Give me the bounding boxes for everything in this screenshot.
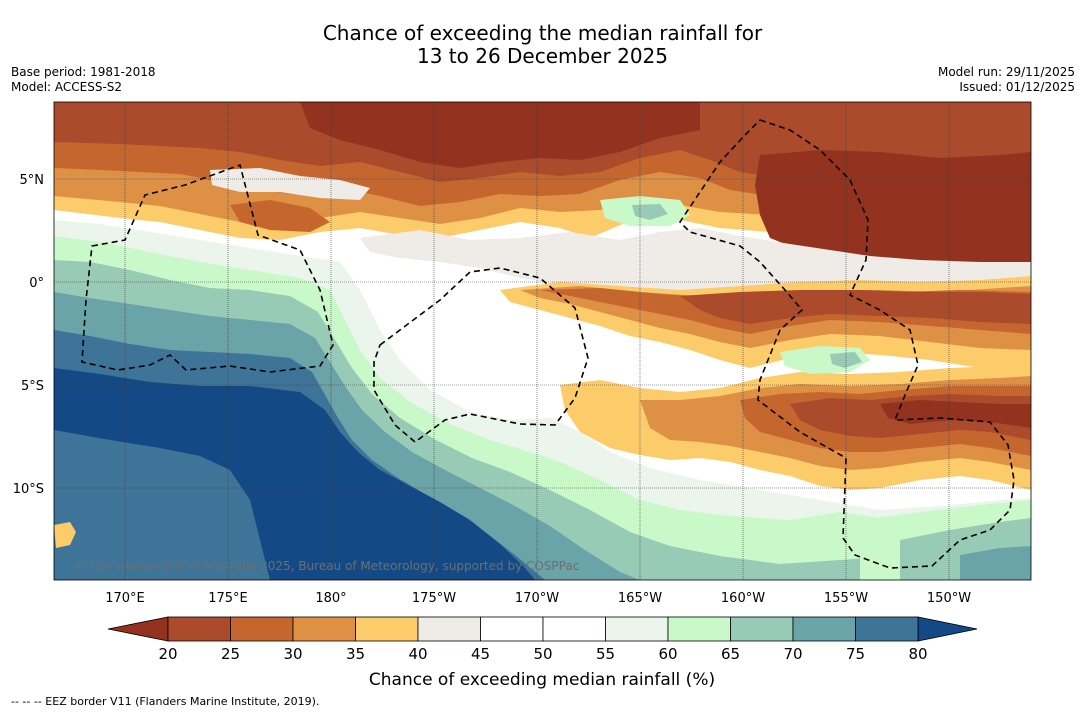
lat-labels: 5°N 0° 5°S 10°S: [13, 173, 44, 497]
lon-label-155w: 155°W: [824, 591, 868, 606]
map-gridlines: [54, 102, 1031, 580]
contour-equatorial-green-2: [632, 204, 668, 220]
eez-kiribati-gilbert: [81, 163, 334, 373]
lon-label-180: 180°: [315, 591, 346, 606]
base-period: Base period: 1981-2018: [11, 65, 156, 79]
colorbar-tick-label: 55: [596, 645, 615, 663]
lat-label-5s: 5°S: [21, 379, 44, 394]
lon-label-175w: 175°W: [412, 591, 456, 606]
issued-date: Issued: 01/12/2025: [959, 80, 1075, 94]
lat-label-5n: 5°N: [20, 173, 45, 188]
title-line-1: Chance of exceeding the median rainfall …: [322, 21, 763, 45]
lon-label-160w: 160°W: [721, 591, 765, 606]
eez-kiribati-phoenix: [373, 267, 589, 444]
eez-borders: [81, 119, 1015, 569]
chart-title: Chance of exceeding the median rainfall …: [0, 22, 1085, 68]
colorbar-tick-label: 30: [283, 645, 302, 663]
contour-nw-white: [210, 168, 370, 200]
title-line-2: 13 to 26 December 2025: [416, 44, 668, 68]
lon-label-170w: 170°W: [515, 591, 559, 606]
copyright-watermark: © Commonwealth of Australia 2025, Bureau…: [74, 559, 579, 573]
lon-label-170e: 170°E: [105, 591, 145, 606]
colorbar-segment: [417, 616, 481, 642]
colorbar-tick-label: 75: [846, 645, 865, 663]
model-name: Model: ACCESS-S2: [11, 80, 123, 94]
colorbar-tick-label: 65: [721, 645, 740, 663]
contour-west-80b: [54, 430, 270, 580]
colorbar-segment: [167, 616, 231, 642]
eez-footnote: -- -- -- EEZ border V11 (Flanders Marine…: [11, 695, 320, 708]
colorbar-segment: [542, 616, 606, 642]
colorbar-segment: [855, 616, 919, 642]
colorbar-over-arrow: [917, 616, 978, 642]
lat-label-0: 0°: [29, 276, 44, 291]
colorbar-ticks: 20 25 30 35 40 45 50 55 60 65 70 75 80: [158, 645, 927, 663]
colorbar-tick-label: 80: [908, 645, 927, 663]
colorbar-tick-label: 20: [158, 645, 177, 663]
meta-left: Base period: 1981-2018 Model: ACCESS-S2: [11, 65, 156, 95]
lon-label-165w: 165°W: [618, 591, 662, 606]
colorbar-segment: [480, 616, 544, 642]
colorbar-segment: [792, 616, 856, 642]
contour-south-20-25: [680, 290, 1031, 324]
contour-sw-orange-patch: [54, 522, 76, 548]
colorbar-segments: [167, 616, 919, 642]
colorbar-tick-label: 70: [783, 645, 802, 663]
lon-labels: 170°E 175°E 180° 175°W 170°W 165°W 160°W…: [105, 591, 971, 606]
colorbar-tick-label: 40: [408, 645, 427, 663]
colorbar-tick-label: 45: [471, 645, 490, 663]
colorbar-segment: [667, 616, 731, 642]
lat-label-10s: 10°S: [13, 482, 44, 497]
colorbar-segment: [230, 616, 294, 642]
lon-label-150w: 150°W: [927, 591, 971, 606]
colorbar-tick-label: 50: [533, 645, 552, 663]
rainfall-field: [54, 102, 1031, 580]
model-run: Model run: 29/11/2025: [937, 65, 1075, 79]
colorbar: 20 25 30 35 40 45 50 55 60 65 70 75 80 Chance of exc…: [107, 616, 978, 690]
lon-label-175e: 175°E: [208, 591, 248, 606]
colorbar-segment: [730, 616, 794, 642]
colorbar-tick-label: 60: [658, 645, 677, 663]
contour-northeast-core: [755, 150, 1031, 268]
colorbar-under-arrow: [107, 616, 169, 642]
colorbar-label: Chance of exceeding median rainfall (%): [369, 670, 715, 690]
contour-north-core: [300, 102, 700, 168]
eez-kiribati-line: [678, 119, 1015, 569]
contour-se-core: [880, 400, 1031, 428]
map-frame: [53, 101, 1032, 581]
contour-se-blue: [960, 546, 1031, 580]
meta-right: Model run: 29/11/2025 Issued: 01/12/2025: [938, 65, 1075, 95]
colorbar-segment: [292, 616, 356, 642]
colorbar-tick-label: 35: [346, 645, 365, 663]
colorbar-segment: [605, 616, 669, 642]
colorbar-tick-label: 25: [221, 645, 240, 663]
colorbar-segment: [355, 616, 419, 642]
